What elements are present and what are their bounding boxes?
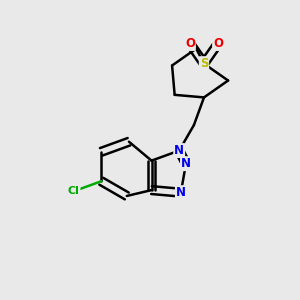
Text: O: O	[185, 37, 195, 50]
Text: S: S	[200, 57, 208, 70]
Text: Cl: Cl	[68, 186, 80, 196]
Text: N: N	[181, 157, 191, 170]
Text: N: N	[174, 144, 184, 157]
Text: N: N	[176, 186, 186, 199]
Text: O: O	[213, 37, 223, 50]
